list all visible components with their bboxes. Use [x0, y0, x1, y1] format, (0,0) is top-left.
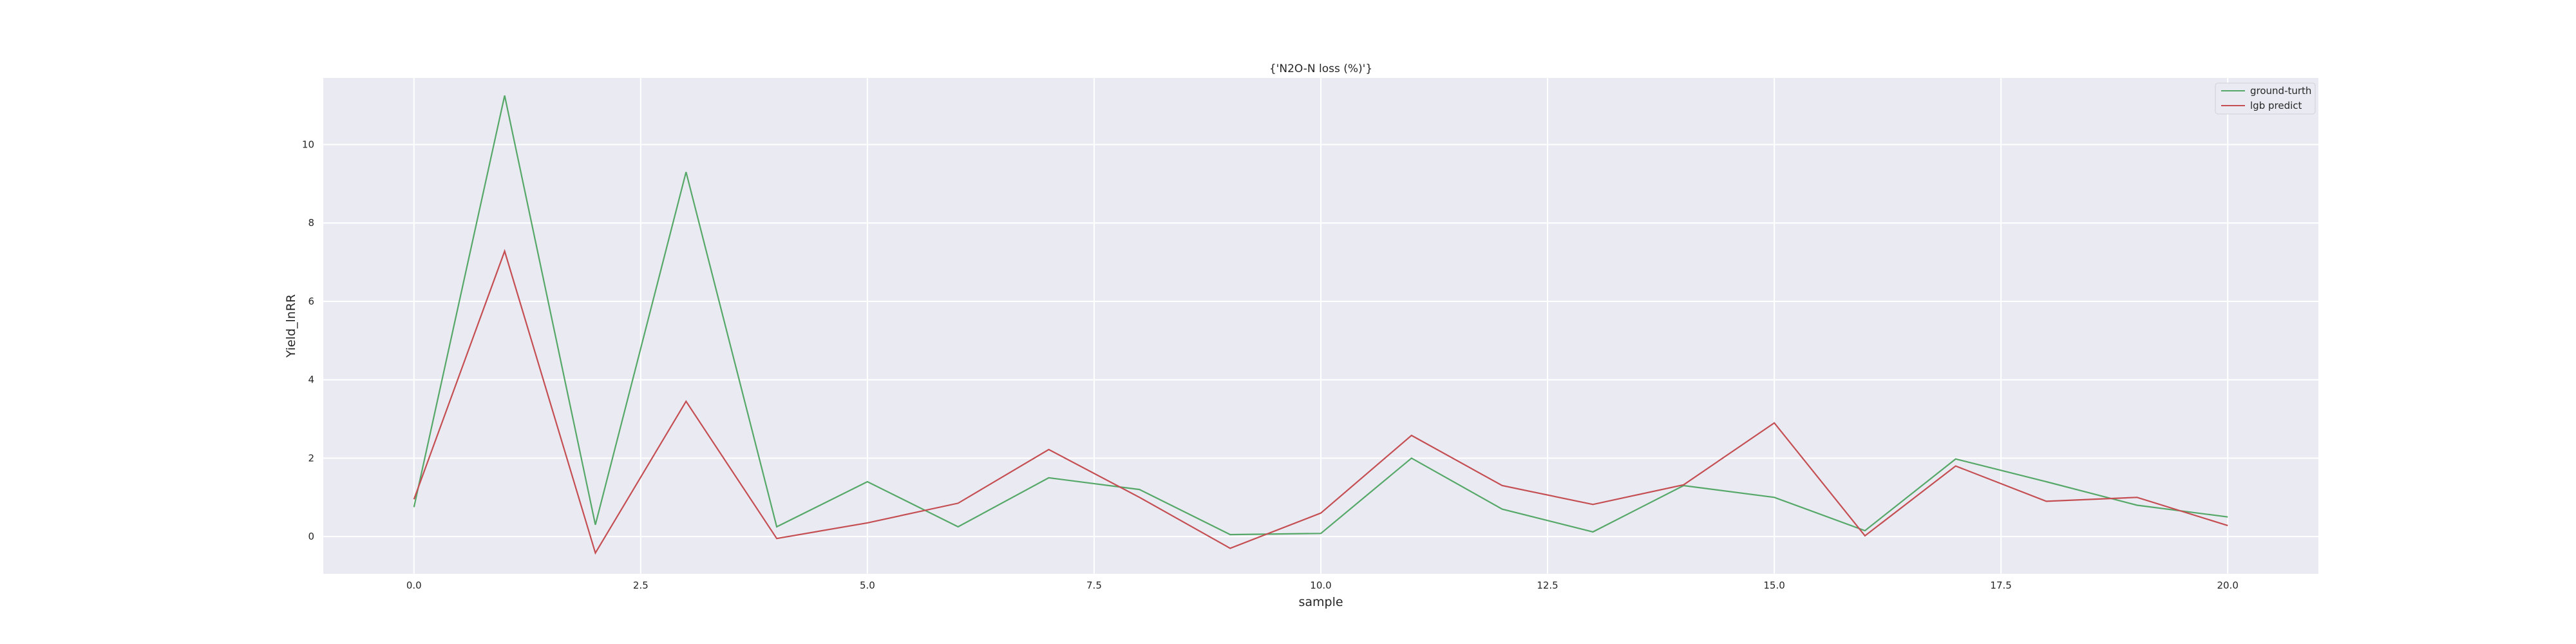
grid-lines — [323, 78, 2318, 574]
x-tick-label: 7.5 — [1086, 580, 1102, 591]
y-tick-label: 4 — [308, 374, 314, 386]
x-tick-label: 20.0 — [2217, 580, 2238, 591]
x-tick-label: 15.0 — [1763, 580, 1785, 591]
y-tick-label: 8 — [308, 217, 314, 229]
series-lines — [413, 95, 2228, 555]
legend-label-ground-turth: ground-turth — [2250, 85, 2311, 97]
series-line-lgb-predict — [413, 249, 2228, 555]
legend: ground-turth lgb predict — [2215, 82, 2316, 115]
chart-title: {'N2O-N loss (%)'} — [1269, 62, 1372, 75]
x-tick-label: 12.5 — [1537, 580, 1558, 591]
x-tick-label: 0.0 — [406, 580, 422, 591]
y-tick-label: 6 — [308, 296, 314, 307]
y-tick-label: 0 — [308, 531, 314, 542]
x-axis-label: sample — [1298, 595, 1343, 609]
x-tick-label: 5.0 — [860, 580, 875, 591]
series-line-ground-turth — [413, 95, 2228, 536]
y-tick-label: 10 — [302, 138, 314, 150]
y-tick-label: 2 — [308, 452, 314, 464]
x-tick-label: 2.5 — [633, 580, 649, 591]
x-tick-label: 17.5 — [1990, 580, 2011, 591]
y-axis-label: Yield_lnRR — [284, 294, 298, 358]
x-tick-label: 10.0 — [1310, 580, 1331, 591]
axis-ticks: 0.0 2.5 5.0 7.5 10.0 12.5 15.0 17.5 20.0 0 2 4 6 8 10 — [302, 138, 2239, 591]
legend-label-lgb-predict: lgb predict — [2250, 100, 2302, 111]
